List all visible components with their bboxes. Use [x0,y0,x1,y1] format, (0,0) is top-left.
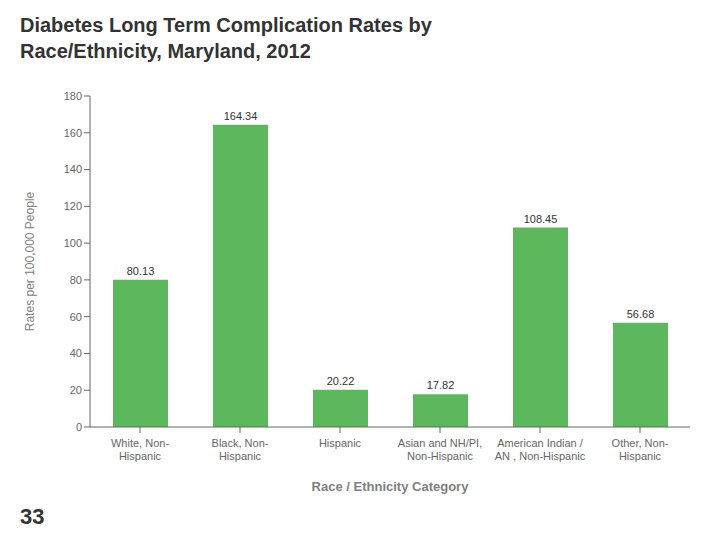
svg-text:120: 120 [64,200,82,212]
svg-text:Hispanic: Hispanic [319,437,362,449]
svg-text:160: 160 [64,127,82,139]
svg-text:80: 80 [70,274,82,286]
svg-text:Black, Non-Hispanic: Black, Non-Hispanic [212,437,269,462]
svg-text:56.68: 56.68 [627,308,655,320]
svg-text:Asian and NH/PI,Non-Hispanic: Asian and NH/PI,Non-Hispanic [398,437,482,462]
svg-text:164.34: 164.34 [224,110,258,122]
html-text:Diabetes Long Term Complicatio: Diabetes Long Term Complication Rates by [20,14,432,36]
svg-text:60: 60 [70,311,82,323]
svg-text:0: 0 [76,421,82,433]
svg-text:108.45: 108.45 [524,213,558,225]
svg-text:20.22: 20.22 [327,375,355,387]
svg-text:Race / Ethnicity Category: Race / Ethnicity Category [312,479,470,494]
svg-text:140: 140 [64,163,82,175]
html-text:33: 33 [20,504,45,529]
svg-text:White, Non-Hispanic: White, Non-Hispanic [111,437,169,462]
svg-text:17.82: 17.82 [427,379,455,391]
svg-text:40: 40 [70,347,82,359]
svg-text:80.13: 80.13 [127,265,155,277]
svg-text:100: 100 [64,237,82,249]
html-text:Race/Ethnicity, Maryland, 2012: Race/Ethnicity, Maryland, 2012 [20,40,311,62]
svg-text:American Indian /AN , Non-Hisp: American Indian /AN , Non-Hispanic [495,437,586,462]
svg-text:20: 20 [70,384,82,396]
svg-text:180: 180 [64,90,82,102]
svg-text:Rates per 100,000 People: Rates per 100,000 People [23,191,37,331]
svg-text:Other, Non-Hispanic: Other, Non-Hispanic [612,437,669,462]
